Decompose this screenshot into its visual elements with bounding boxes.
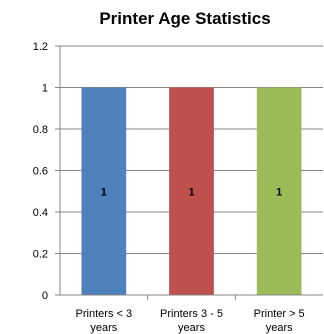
x-category-label: years	[178, 322, 205, 334]
chart-title: Printer Age Statistics	[99, 9, 270, 28]
y-tick-label: 1	[42, 83, 48, 95]
x-category-label: years	[266, 322, 293, 334]
x-category-label: Printer > 5	[254, 308, 305, 320]
data-label: 1	[188, 186, 194, 198]
data-label: 1	[101, 186, 107, 198]
bars	[81, 87, 302, 295]
y-tick-label: 1.2	[33, 41, 48, 53]
x-category-label: Printers 3 - 5	[160, 308, 223, 320]
y-tick-label: 0.4	[33, 207, 48, 219]
y-tick-label: 0	[42, 290, 48, 302]
bar	[256, 87, 302, 295]
bar	[81, 87, 127, 295]
x-category-label: Printers < 3	[76, 308, 133, 320]
y-tick-label: 0.8	[33, 124, 48, 136]
x-category-label: years	[90, 322, 117, 334]
labels: 0 0.2 0.4 0.6 0.8 1 1.2 1 Printers < 3 years 1 Prin…	[33, 41, 305, 334]
axes	[55, 45, 323, 300]
bar	[169, 87, 214, 295]
data-label: 1	[276, 186, 282, 198]
y-tick-label: 0.6	[33, 166, 48, 178]
y-tick-label: 0.2	[33, 249, 48, 261]
